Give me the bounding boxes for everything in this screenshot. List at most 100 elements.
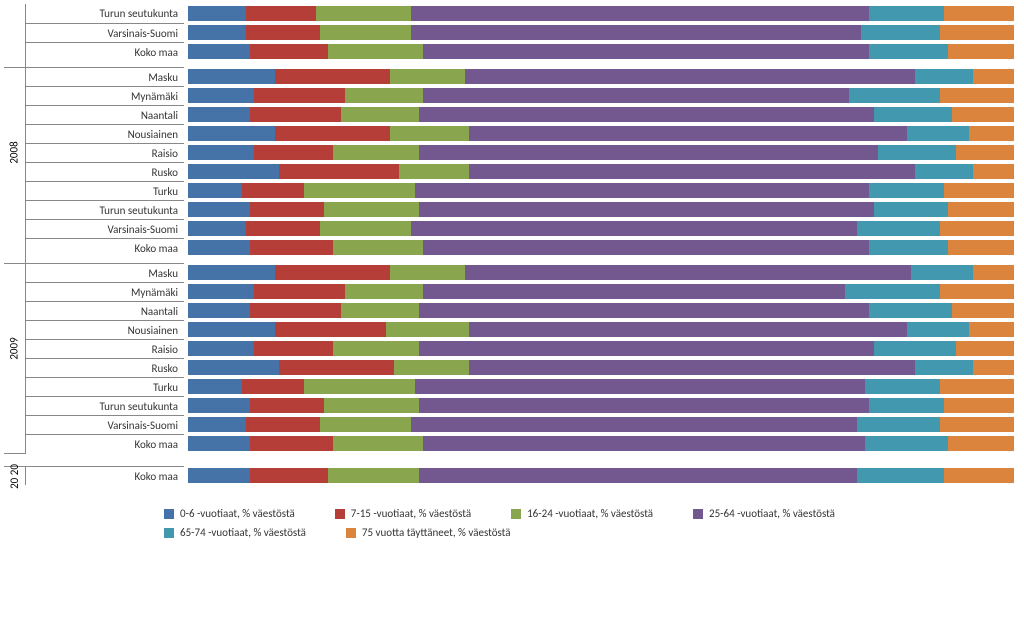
bar-segment [275, 322, 387, 337]
bar-segment [940, 25, 1014, 40]
bar-segment [250, 240, 333, 255]
bar-segment [188, 88, 254, 103]
year-cell [4, 263, 26, 282]
chart-row: Koko maa [4, 434, 1014, 453]
bar-segment [188, 44, 250, 59]
legend-label: 7-15 -vuotiaat, % väestöstä [351, 507, 471, 520]
legend-label: 0-6 -vuotiaat, % väestöstä [180, 507, 295, 520]
year-label: 20 20 [8, 464, 21, 489]
bar-segment [465, 265, 911, 280]
bar-segment [419, 341, 873, 356]
bar-segment [246, 6, 316, 21]
chart-row: Varsinais-Suomi [4, 23, 1014, 42]
bar-segment [390, 69, 464, 84]
bar-segment [188, 436, 250, 451]
row-label: Nousiainen [26, 320, 184, 339]
bar-segment [865, 379, 939, 394]
bar-segment [320, 221, 411, 236]
bar-segment [948, 240, 1014, 255]
year-cell [4, 200, 26, 219]
bar-segment [320, 25, 411, 40]
bar-segment [320, 417, 411, 432]
bar-segment [250, 398, 324, 413]
stacked-bar [188, 145, 1014, 160]
chart-row: Turun seutukunta [4, 396, 1014, 415]
bar-segment [423, 284, 844, 299]
stacked-bar [188, 417, 1014, 432]
chart-row: Turun seutukunta [4, 200, 1014, 219]
bar-segment [275, 265, 391, 280]
bar-segment [333, 145, 420, 160]
bar-segment [944, 6, 1014, 21]
bar-segment [869, 398, 943, 413]
row-label: Koko maa [26, 434, 184, 453]
legend-swatch [164, 528, 174, 538]
bar-segment [952, 107, 1014, 122]
bar-segment [188, 25, 246, 40]
chart-row: 2009Raisio [4, 339, 1014, 358]
stacked-bar [188, 202, 1014, 217]
chart-row: Masku [4, 67, 1014, 86]
stacked-bar [188, 44, 1014, 59]
bar-segment [250, 436, 333, 451]
stacked-bar [188, 468, 1014, 483]
year-cell [4, 4, 26, 23]
bar-segment [324, 398, 419, 413]
bar-segment [188, 341, 254, 356]
bar-segment [304, 183, 416, 198]
stacked-bar [188, 164, 1014, 179]
bar-segment [316, 6, 411, 21]
row-label: Nousiainen [26, 124, 184, 143]
bar-segment [386, 322, 469, 337]
bar-segment [861, 25, 939, 40]
bar-segment [390, 265, 464, 280]
bar-segment [188, 202, 250, 217]
chart-row: Turku [4, 377, 1014, 396]
row-label: Rusko [26, 162, 184, 181]
bar-segment [188, 221, 246, 236]
bar-segment [279, 360, 395, 375]
bar-segment [188, 183, 242, 198]
bar-segment [415, 379, 865, 394]
row-label: Masku [26, 263, 184, 282]
legend-swatch [346, 528, 356, 538]
bar-segment [254, 284, 345, 299]
stacked-bar [188, 25, 1014, 40]
year-cell [4, 320, 26, 339]
stacked-bar [188, 341, 1014, 356]
bar-segment [423, 436, 865, 451]
row-label: Mynämäki [26, 282, 184, 301]
bar-segment [469, 126, 907, 141]
bar-segment [869, 183, 943, 198]
bar-segment [188, 126, 275, 141]
bar-segment [250, 44, 328, 59]
bar-segment [188, 468, 250, 483]
bar-segment [874, 202, 948, 217]
stacked-bar [188, 398, 1014, 413]
bar-segment [188, 322, 275, 337]
legend-label: 65-74 -vuotiaat, % väestöstä [180, 526, 306, 539]
bar-segment [390, 126, 468, 141]
legend-swatch [335, 509, 345, 519]
bar-segment [973, 69, 1014, 84]
bar-segment [465, 69, 915, 84]
bar-segment [940, 379, 1014, 394]
bar-segment [188, 360, 279, 375]
bar-segment [242, 183, 304, 198]
bar-segment [948, 44, 1014, 59]
bar-segment [849, 88, 940, 103]
bar-segment [469, 164, 915, 179]
bar-segment [423, 88, 848, 103]
bar-segment [874, 341, 957, 356]
chart-row: Masku [4, 263, 1014, 282]
row-label: Turku [26, 377, 184, 396]
bar-segment [188, 107, 250, 122]
row-label: Koko maa [26, 238, 184, 257]
bar-segment [328, 44, 423, 59]
bar-segment [275, 126, 391, 141]
bar-segment [969, 126, 1014, 141]
bar-segment [915, 164, 973, 179]
chart-legend: 0-6 -vuotiaat, % väestöstä 7-15 -vuotiaat… [164, 507, 914, 539]
chart-row: Turun seutukunta [4, 4, 1014, 23]
stacked-bar [188, 126, 1014, 141]
